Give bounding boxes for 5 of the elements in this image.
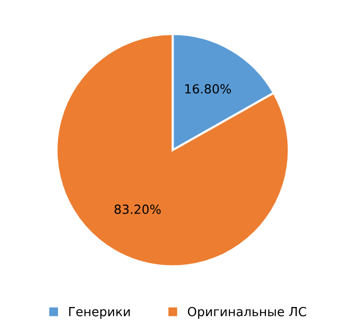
legend-label: Оригинальные ЛС	[188, 306, 306, 319]
legend-label: Генерики	[69, 307, 130, 319]
pie-slice	[55, 32, 290, 268]
data-label: 16.80%	[185, 84, 231, 94]
data-label: 83.20%	[114, 204, 161, 214]
